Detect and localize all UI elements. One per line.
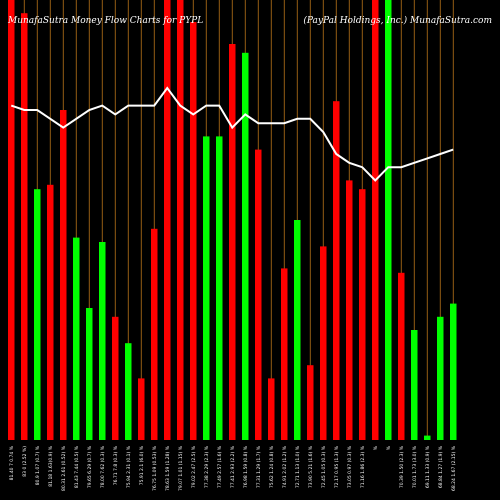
x-axis-label: 76.71 7.8 (0.3) % [113, 445, 119, 485]
bar [60, 110, 67, 440]
bar [437, 316, 444, 440]
x-axis-label: 79.65 6.29 (0.7) % [87, 445, 93, 488]
x-axis-label: 81.40 7 0.74 % [9, 445, 15, 480]
x-axis-label: 72.17 0.95 (1.3) % [334, 445, 340, 488]
x-axis-label: 73.05 0.97 (0.3) % [347, 445, 353, 488]
x-axis-label: 70.39 1.50 (2.3) % [399, 445, 405, 488]
bar [8, 0, 15, 440]
bar [411, 330, 418, 440]
header-left-title: MunafaSutra Money Flow Charts for PYPL [7, 16, 203, 26]
x-axis-label: % [386, 445, 392, 450]
bar [268, 378, 275, 440]
x-axis-label: 77.41 2.93 (2.2) % [230, 445, 236, 488]
x-axis-label: 68.24 1.67 (2.15) % [451, 445, 457, 491]
bar [138, 378, 145, 440]
bar [385, 0, 392, 440]
x-axis-label: 79.07 1.01 (1.15) % [178, 445, 184, 491]
bar [294, 220, 301, 440]
bar [99, 242, 106, 440]
x-axis-label: 77.49 2.57 (1.6) % [217, 445, 223, 488]
x-axis-label: 74.91 2.02 (1.2) % [282, 445, 288, 488]
bar [372, 0, 379, 440]
bar [229, 44, 236, 440]
x-axis-label: 75.94 2.31 (0.1) % [126, 445, 132, 488]
bar [21, 13, 28, 440]
bar [164, 0, 171, 440]
x-axis-label: 76.75 1.09 (0.53) % [152, 445, 158, 491]
x-axis-label: 78.63 1.59 (1.28) % [165, 445, 171, 491]
bar [398, 272, 405, 440]
bar [216, 136, 223, 440]
bar [359, 189, 366, 440]
x-axis-label: 80.31 2.61 (0.52) % [61, 445, 67, 491]
bar [151, 228, 158, 440]
bar [307, 365, 314, 440]
bar [424, 435, 431, 440]
x-axis-label: 77.31 1.29 (1.7) % [256, 445, 262, 488]
flow-line-series [10, 86, 454, 182]
x-axis-label: 68.84 1.27 (1.9) % [438, 445, 444, 488]
x-axis-label: 77.38 2.29 (2.3) % [204, 445, 210, 488]
x-axis-label: 83 0 (2.52 %) [22, 446, 28, 477]
x-axis-label: 78.00 7.62 (0.3) % [100, 445, 106, 488]
bar [242, 52, 249, 441]
bar [255, 149, 262, 440]
header-right-title: (PayPal Holdings, Inc.) MunafaSutra.com [303, 15, 492, 26]
bar [34, 189, 41, 440]
bar-series [8, 0, 457, 441]
x-axis-label: 80.9 1.07 (0.7) % [35, 445, 41, 485]
bar [281, 268, 288, 440]
x-axis-label: 69.11 1.33 (0.9) % [425, 445, 431, 488]
x-axis-label: 76.98 1.59 (0.8) % [243, 445, 249, 488]
x-axis-label: 70.01 1.73 (3.0) % [412, 445, 418, 488]
bar [320, 246, 327, 440]
bar [346, 180, 353, 440]
x-axis-label: 75.62 1.24 (0.8) % [269, 445, 275, 488]
bar [450, 303, 457, 440]
x-axis-label: 73.90 5.21 (1.6) % [308, 445, 314, 488]
x-axis-label: 72.45 1.05 (0.3) % [321, 445, 327, 488]
x-axis-label: % [373, 445, 379, 450]
bar [203, 136, 210, 440]
x-axis-label: 81.18 1.63(0.9) % [48, 445, 54, 486]
bar [190, 22, 197, 440]
x-axis-label: 81.43 7.44 (0.5) % [74, 445, 80, 488]
x-axis-label: 75.91 2.1 (6.0) % [139, 445, 145, 485]
bar [112, 316, 119, 440]
x-axis-labels: 81.40 7 0.74 % 83 0 (2.52 %) 80.9 1.07 (0.… [9, 445, 457, 491]
bar [125, 343, 132, 440]
x-axis-label: 72.71 1.13 (1.0) % [295, 445, 301, 488]
bar [177, 0, 184, 440]
bar [73, 237, 80, 440]
x-axis-label: 71.16 1.86 (2.3) % [360, 445, 366, 488]
bar [333, 101, 340, 440]
bar [86, 308, 93, 440]
bar [47, 184, 54, 440]
flow-line [10, 86, 454, 182]
x-axis-label: 79.02 2.47 (2.5) % [191, 445, 197, 488]
